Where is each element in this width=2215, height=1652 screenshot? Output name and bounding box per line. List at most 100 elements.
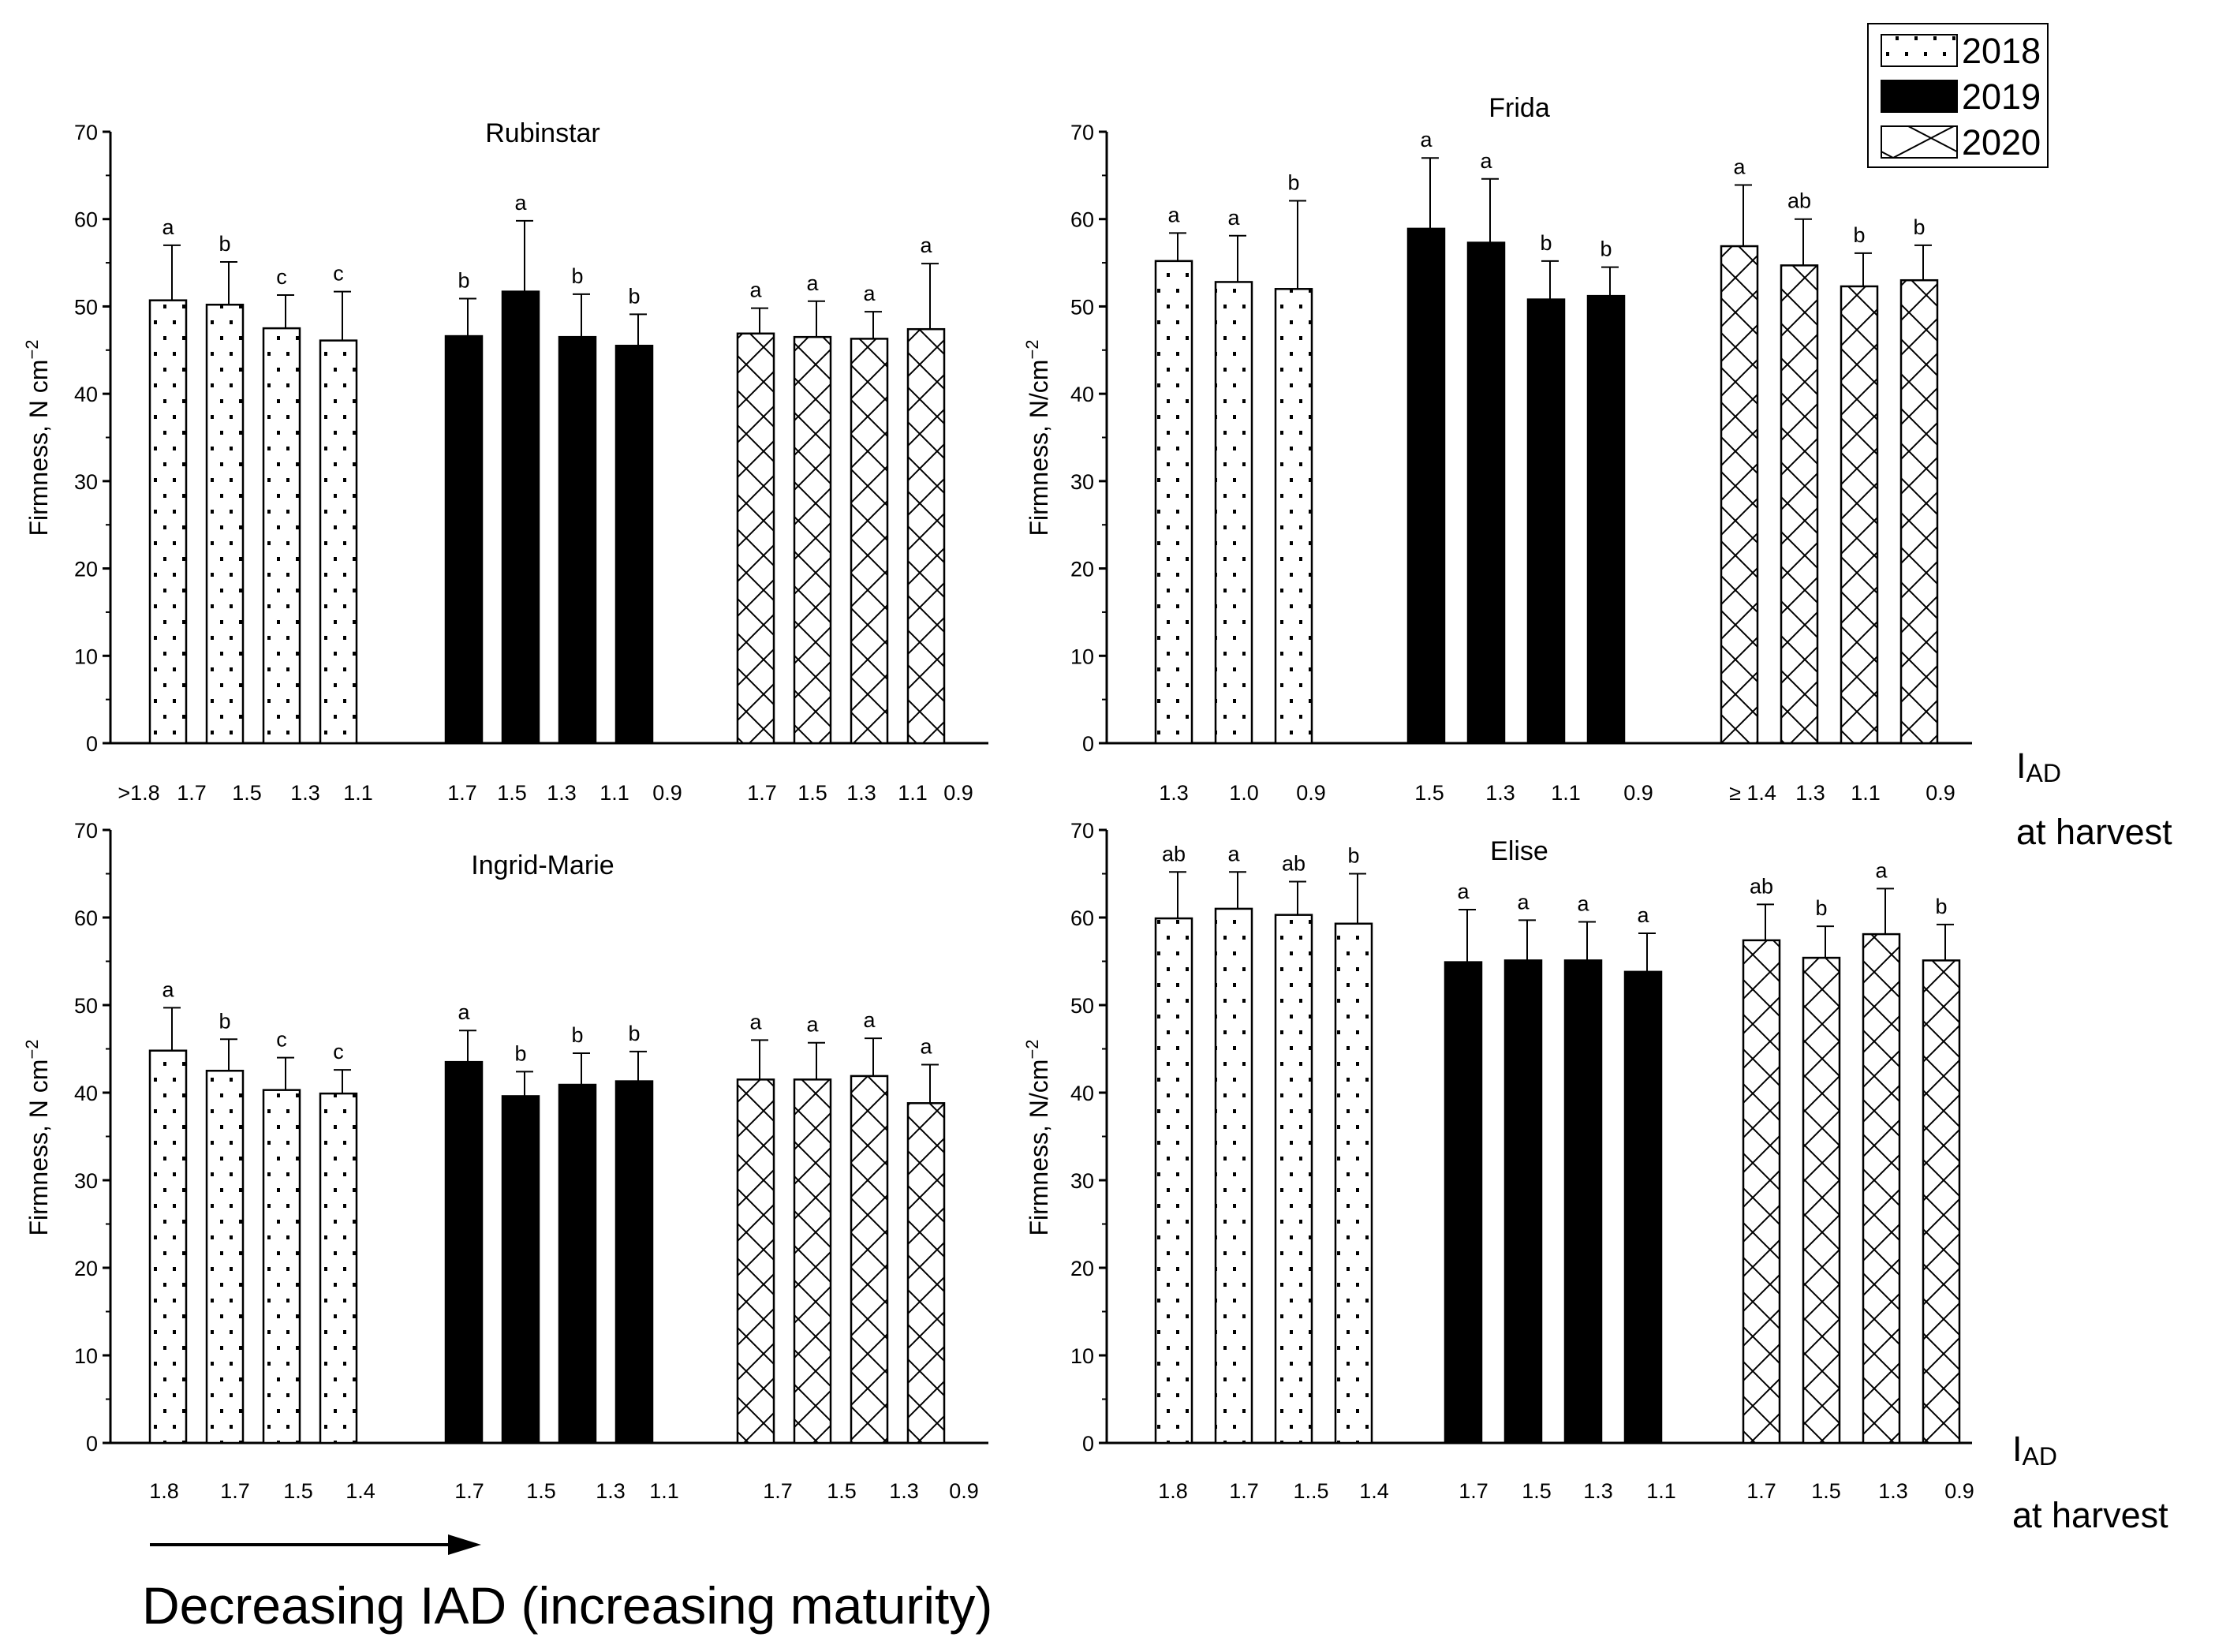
significance-letter: a: [162, 977, 174, 1001]
significance-letter: b: [1540, 231, 1552, 255]
legend-label-2020: 2020: [1962, 122, 2041, 163]
bar: [793, 335, 832, 745]
bar: [205, 1070, 245, 1445]
significance-letter: a: [1875, 858, 1888, 882]
significance-letter: b: [1347, 844, 1359, 868]
y-tick-label: 30: [74, 1169, 98, 1193]
x-category-label: 1.7: [1229, 1479, 1259, 1503]
legend: 2018 2019 2020: [1867, 23, 2049, 168]
y-tick-label: 20: [74, 558, 98, 581]
x-category-label: 1.8: [1158, 1479, 1188, 1503]
x-category-label: 0.9: [652, 781, 682, 805]
bar: [1922, 959, 1961, 1445]
x-category-label: 1.5: [497, 781, 527, 805]
x-category-label: 1.3: [846, 781, 876, 805]
bar: [205, 303, 245, 745]
iad-label-bottom: IAD at harvest: [2012, 1429, 2168, 1535]
y-tick-label: 0: [86, 1432, 98, 1456]
significance-letter: a: [806, 271, 819, 295]
bar: [1586, 294, 1626, 745]
x-category-label: 0.9: [1944, 1479, 1974, 1503]
y-tick-label: 20: [74, 1257, 98, 1280]
significance-letter: b: [571, 264, 583, 288]
iad-label-i: IAD: [2016, 746, 2061, 787]
x-category-label: 0.9: [943, 781, 973, 805]
iad-label-top: IAD at harvest: [2016, 746, 2172, 852]
bar: [1623, 970, 1663, 1445]
x-category-label: 1.5: [232, 781, 262, 805]
significance-letter: b: [458, 268, 469, 292]
bar: [906, 1102, 946, 1445]
bar: [1154, 917, 1193, 1445]
x-category-label: 1.7: [1746, 1479, 1776, 1503]
x-category-label: 1.7: [1459, 1479, 1488, 1503]
y-tick-label: 60: [1070, 906, 1094, 930]
y-tick-label: 10: [74, 1344, 98, 1368]
bar: [1214, 281, 1253, 745]
significance-letter: c: [333, 1040, 344, 1063]
bar: [558, 335, 597, 745]
significance-letter: ab: [1282, 851, 1305, 875]
bar: [1899, 278, 1939, 745]
bar: [1466, 241, 1506, 745]
significance-letter: a: [514, 191, 527, 215]
y-tick-label: 20: [1070, 558, 1094, 581]
bar: [614, 345, 654, 745]
x-category-label: 1.3: [1583, 1479, 1613, 1503]
x-category-label: 1.3: [889, 1479, 919, 1503]
x-category-label: 0.9: [949, 1479, 979, 1503]
x-category-label: 1.5: [1414, 781, 1444, 805]
x-category-label: ≥ 1.4: [1729, 781, 1776, 805]
panel-title: Elise: [1490, 836, 1548, 866]
significance-letter: a: [1227, 206, 1240, 230]
significance-letter: b: [628, 1022, 640, 1045]
y-tick-label: 60: [1070, 208, 1094, 232]
x-category-label: 1.5: [827, 1479, 857, 1503]
x-category-label: 1.7: [447, 781, 477, 805]
bar: [1214, 907, 1253, 1445]
y-tick-label: 70: [74, 819, 98, 843]
y-tick-label: 70: [1070, 819, 1094, 843]
bar: [1563, 959, 1603, 1445]
x-category-label: 1.1: [898, 781, 928, 805]
bar: [501, 290, 540, 745]
y-tick-label: 40: [74, 383, 98, 406]
significance-letter: a: [458, 1000, 470, 1024]
bar: [850, 338, 889, 745]
bar: [1840, 285, 1879, 745]
y-tick-label: 70: [1070, 121, 1094, 144]
significance-letter: ab: [1750, 874, 1773, 898]
y-tick-label: 60: [74, 208, 98, 232]
y-tick-label: 30: [1070, 470, 1094, 494]
bar: [444, 1060, 484, 1445]
significance-letter: a: [1517, 890, 1530, 914]
bar: [501, 1095, 540, 1445]
x-category-label: 1.1: [343, 781, 373, 805]
y-tick-label: 20: [1070, 1257, 1094, 1280]
bar: [262, 1089, 301, 1445]
y-tick-label: 0: [1082, 1432, 1094, 1456]
legend-swatch-2019: [1881, 80, 1958, 113]
x-category-label: 1.5: [1522, 1479, 1552, 1503]
bar: [1742, 939, 1781, 1445]
legend-label-2019: 2019: [1962, 77, 2041, 117]
significance-letter: a: [1167, 203, 1180, 226]
y-tick-label: 40: [74, 1082, 98, 1105]
y-tick-label: 50: [1070, 295, 1094, 319]
bar: [1154, 260, 1193, 745]
bar: [1862, 933, 1901, 1445]
y-tick-label: 40: [1070, 1082, 1094, 1105]
y-tick-label: 10: [1070, 1344, 1094, 1368]
significance-letter: c: [276, 265, 287, 289]
bar: [736, 332, 775, 745]
significance-letter: a: [1637, 903, 1649, 927]
x-category-label: 1.1: [649, 1479, 679, 1503]
y-axis-label: Firmness, N/cm−2: [1022, 1039, 1053, 1235]
bar: [1334, 922, 1373, 1445]
significance-letter: ab: [1787, 189, 1811, 213]
x-category-label: 1.5: [1811, 1479, 1841, 1503]
bar: [906, 327, 946, 745]
x-category-label: 1.3: [290, 781, 320, 805]
panel-rubinstar: 0 10 20 30 40 50 60 70 Firmness, N cm−2 Rubinstar…: [22, 118, 988, 805]
significance-letter: a: [920, 1034, 932, 1058]
